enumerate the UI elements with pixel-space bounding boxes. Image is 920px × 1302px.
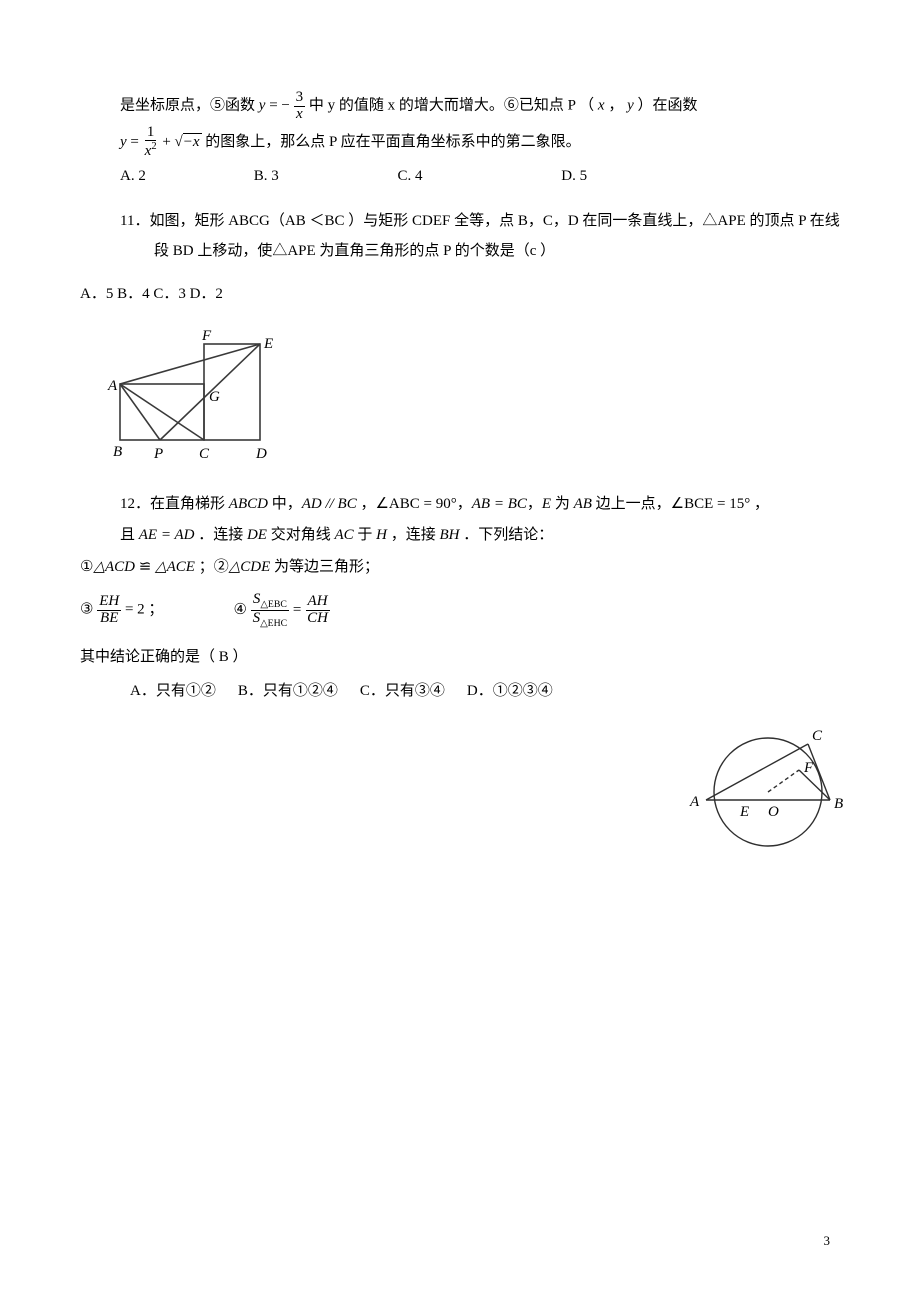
q12-optD: D．①②③④: [467, 677, 553, 706]
text: 是坐标原点，⑤函数: [120, 98, 259, 114]
q10-optB: B. 3: [254, 162, 394, 191]
eq-eq: = −: [269, 98, 290, 114]
q12-figure: A B C E O F: [660, 720, 860, 850]
text: 中 y 的值随 x 的增大而增大。⑥已知点 P （: [309, 98, 594, 114]
q12-line2: 且 AE = AD ．连接 DE 交对角线 AC 于 H ，连接 BH ．下列结…: [80, 521, 840, 550]
stmt4: ④ S△EBC S△EHC = AH CH: [233, 592, 330, 629]
svg-text:A: A: [689, 794, 700, 810]
svg-text:F: F: [803, 760, 814, 776]
svg-text:C: C: [199, 446, 210, 462]
frac-eh-be: EH BE: [97, 594, 121, 627]
q11-figure: A B P C D E G F: [104, 326, 840, 466]
eq-y: y: [259, 98, 266, 114]
frac-1x2: 1 x2: [143, 125, 159, 161]
q12: 12．在直角梯形 ABCD 中，AD // BC ，∠ABC = 90°，AB …: [80, 490, 840, 549]
q10-frag-line1: 是坐标原点，⑤函数 y = − 3 x 中 y 的值随 x 的增大而增大。⑥已知…: [80, 90, 840, 123]
frac-sebc-sehc: S△EBC S△EHC: [251, 592, 290, 629]
text: ）在函数: [638, 98, 698, 114]
q12-optC: C．只有③④: [360, 677, 445, 706]
q12-correct-stem: 其中结论正确的是（ B ）: [80, 643, 840, 672]
q11-options: A．5 B．4 C．3 D．2: [80, 280, 840, 309]
q10-optA: A. 2: [120, 162, 250, 191]
q10-frag-line2: y = 1 x2 + −x 的图象上，那么点 P 应在平面直角坐标系中的第二象限…: [80, 125, 840, 161]
q12-svg: A B C E O F: [660, 720, 860, 850]
svg-text:A: A: [107, 378, 118, 394]
sqrt-negx: −x: [175, 128, 202, 157]
svg-text:B: B: [113, 444, 122, 460]
q11-svg: A B P C D E G F: [104, 326, 282, 466]
q10-optC: C. 4: [398, 162, 558, 191]
page-number: 3: [824, 1229, 831, 1254]
frac-ah-ch: AH CH: [305, 594, 330, 627]
svg-text:C: C: [812, 728, 823, 744]
svg-text:G: G: [209, 389, 220, 405]
text: 的图象上，那么点 P 应在平面直角坐标系中的第二象限。: [205, 134, 580, 150]
svg-text:B: B: [834, 796, 843, 812]
frac-3x: 3 x: [294, 90, 306, 123]
svg-text:O: O: [768, 804, 779, 820]
stmt3: ③ EH BE = 2 ；: [80, 594, 163, 627]
q10-optD: D. 5: [561, 162, 587, 191]
svg-text:E: E: [263, 336, 273, 352]
svg-text:P: P: [153, 446, 163, 462]
q12-optB: B．只有①②④: [238, 677, 338, 706]
q12-options: A．只有①② B．只有①②④ C．只有③④ D．①②③④: [80, 677, 840, 706]
q11: 11．如图，矩形 ABCG（AB ＜BC ）与矩形 CDEF 全等，点 B，C，…: [80, 207, 840, 266]
svg-text:D: D: [255, 446, 267, 462]
q12-line1: 12．在直角梯形 ABCD 中，AD // BC ，∠ABC = 90°，AB …: [80, 490, 840, 519]
q11-line2: 段 BD 上移动，使△APE 为直角三角形的点 P 的个数是（c ）: [80, 237, 840, 266]
q10-options: A. 2 B. 3 C. 4 D. 5: [80, 162, 840, 191]
q12-optA: A．只有①②: [130, 677, 216, 706]
q12-statements-34: ③ EH BE = 2 ； ④ S△EBC S△EHC = AH CH: [80, 592, 840, 629]
svg-text:E: E: [739, 804, 749, 820]
q12-statements-12: ①△ACD ≌ △ACE ；②△CDE 为等边三角形；: [80, 553, 840, 582]
q11-line1: 11．如图，矩形 ABCG（AB ＜BC ）与矩形 CDEF 全等，点 B，C，…: [80, 207, 840, 236]
svg-text:F: F: [201, 328, 212, 344]
cond-abbc: AB ＜BC: [285, 213, 345, 229]
